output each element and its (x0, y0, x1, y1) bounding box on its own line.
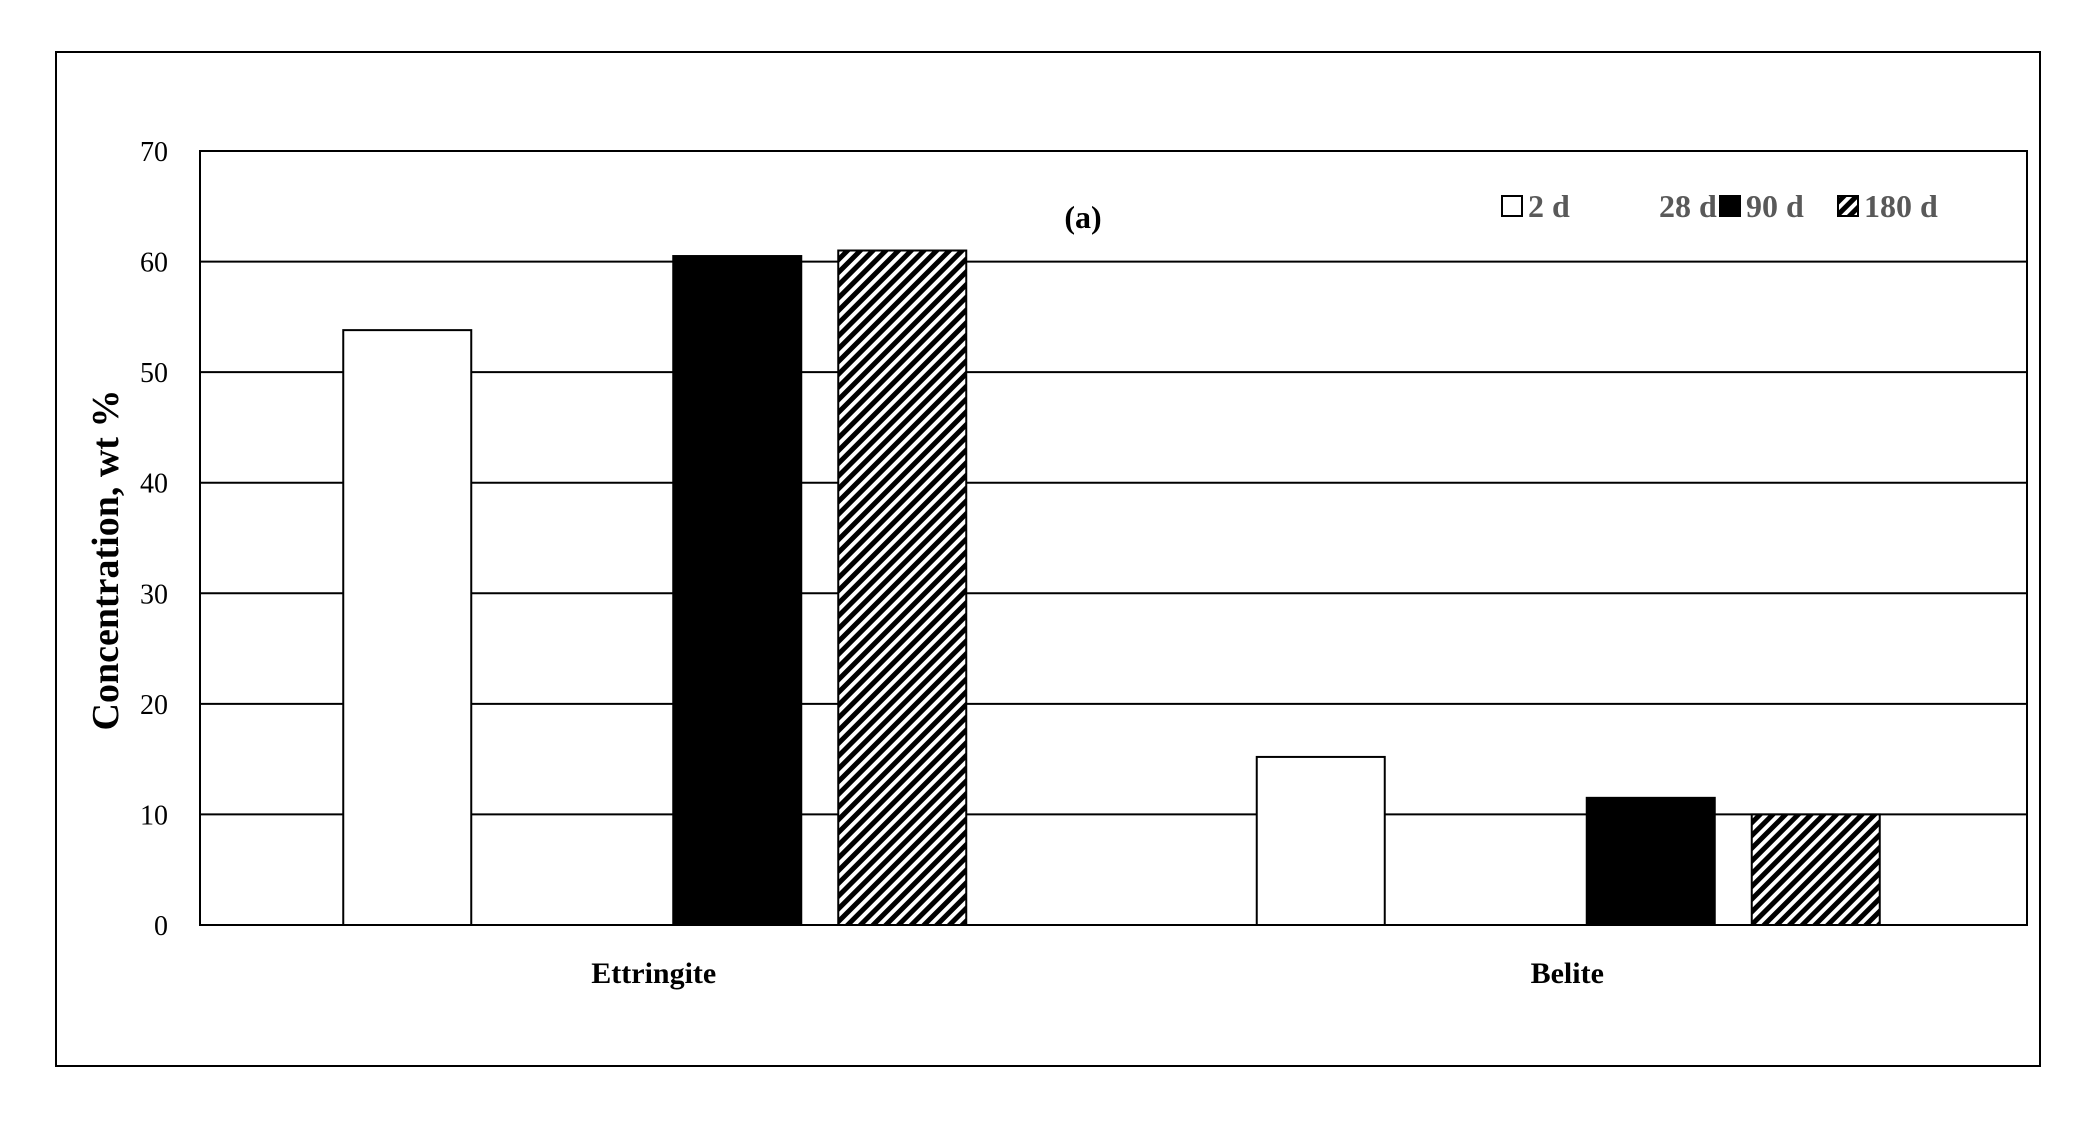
y-tick-label: 40 (140, 469, 168, 500)
plot-area-border (199, 150, 2028, 926)
y-tick-label: 10 (140, 800, 168, 831)
y-tick-label: 20 (140, 690, 168, 721)
legend-swatch-90d (1719, 195, 1741, 217)
y-tick-labels: 0 10 20 30 40 50 60 70 (140, 137, 168, 942)
y-tick-label: 50 (140, 358, 168, 389)
bar-ettringite-180d (837, 249, 968, 926)
category-label-ettringite: Ettringite (591, 957, 716, 990)
bar-ettringite-2d (342, 329, 473, 926)
y-tick-label: 0 (154, 911, 168, 942)
y-tick-label: 60 (140, 248, 168, 279)
legend-label-90d: 90 d (1746, 188, 1804, 224)
bar-belite-2d (1255, 755, 1386, 927)
legend-label-180d: 180 d (1864, 188, 1938, 224)
bar-belite-90d (1585, 796, 1716, 926)
grid-lines (200, 150, 2027, 816)
y-tick-label: 30 (140, 579, 168, 610)
legend-swatch-180d (1837, 195, 1859, 217)
chart-title: (a) (1064, 199, 1101, 235)
legend-swatch-2d (1501, 195, 1523, 217)
bars (342, 249, 1881, 927)
category-labels: Ettringite Belite (591, 957, 1604, 990)
y-axis-label: Concentration, wt % (85, 390, 127, 731)
legend-label-28d: 28 d (1659, 188, 1717, 224)
legend-label-2d: 2 d (1528, 188, 1570, 224)
legend: 2 d 28 d 90 d 180 d (1501, 188, 1938, 224)
y-tick-label: 70 (140, 137, 168, 168)
bar-ettringite-90d (672, 255, 803, 926)
category-label-belite: Belite (1531, 957, 1604, 990)
bar-belite-180d (1750, 813, 1881, 927)
axes (199, 150, 2028, 926)
